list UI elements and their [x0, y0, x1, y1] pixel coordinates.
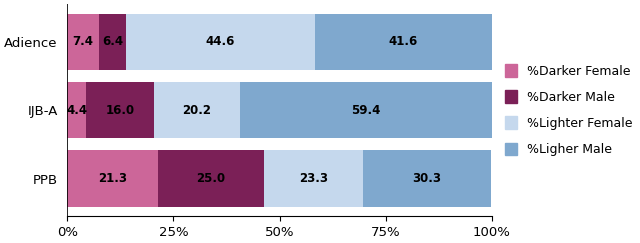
- Bar: [157, 150, 264, 207]
- Bar: [126, 14, 315, 70]
- Legend: %Darker Female, %Darker Male, %Lighter Female, %Ligher Male: %Darker Female, %Darker Male, %Lighter F…: [502, 62, 635, 159]
- Bar: [99, 14, 126, 70]
- Bar: [363, 150, 491, 207]
- Bar: [67, 14, 99, 70]
- Bar: [315, 14, 492, 70]
- Text: 16.0: 16.0: [106, 104, 134, 117]
- Bar: [86, 82, 154, 138]
- Text: 44.6: 44.6: [206, 35, 236, 48]
- Text: 30.3: 30.3: [412, 172, 442, 185]
- Bar: [67, 82, 86, 138]
- Bar: [264, 150, 363, 207]
- Text: 6.4: 6.4: [102, 35, 123, 48]
- Bar: [239, 82, 492, 138]
- Text: 4.4: 4.4: [66, 104, 87, 117]
- Text: 25.0: 25.0: [196, 172, 225, 185]
- Bar: [154, 82, 239, 138]
- Text: 41.6: 41.6: [388, 35, 418, 48]
- Text: 7.4: 7.4: [72, 35, 93, 48]
- Text: 59.4: 59.4: [351, 104, 380, 117]
- Bar: [67, 150, 157, 207]
- Text: 21.3: 21.3: [98, 172, 127, 185]
- Text: 20.2: 20.2: [182, 104, 211, 117]
- Text: 23.3: 23.3: [299, 172, 328, 185]
